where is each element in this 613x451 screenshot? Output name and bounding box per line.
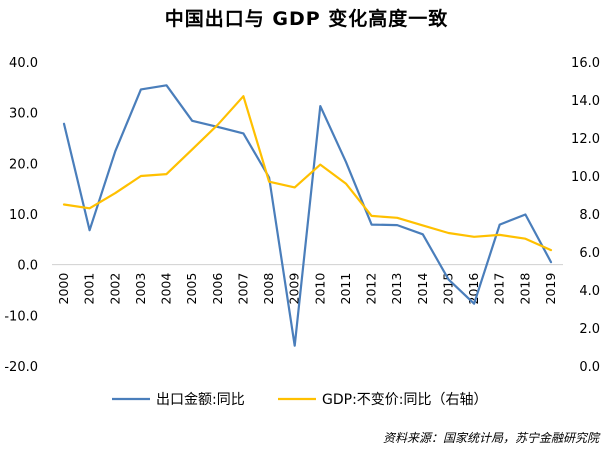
x-tick-label: 2002 [107,273,122,305]
right-tick-label: 6.0 [579,246,600,261]
x-tick-label: 2007 [235,273,250,305]
x-tick-label: 2013 [389,273,404,305]
legend-label-1: 出口金额:同比 [156,392,245,408]
left-tick-label: 10.0 [9,208,38,223]
source-note: 资料来源：国家统计局，苏宁金融研究院 [382,431,599,445]
series-line-1 [62,84,553,347]
x-tick-label: 2018 [517,273,532,305]
x-tick-label: 2012 [364,273,379,305]
left-tick-label: 0.0 [17,259,38,274]
legend: 出口金额:同比 GDP:不变价:同比（右轴） [112,392,488,408]
right-tick-label: 14.0 [571,94,600,109]
chart-title: 中国出口与 GDP 变化高度一致 [164,8,449,30]
x-tick-label: 2011 [338,273,353,305]
x-tick-label: 2010 [312,273,327,305]
right-tick-label: 4.0 [579,284,600,299]
right-tick-label: 12.0 [571,132,600,147]
x-tick-label: 2003 [133,273,148,305]
x-tick-label: 2004 [159,273,174,305]
right-tick-label: 10.0 [571,170,600,185]
x-tick-label: 2019 [543,273,558,305]
x-tick-label: 2014 [415,273,430,305]
x-tick-label: 2000 [56,273,71,305]
left-tick-label: 30.0 [9,107,38,122]
legend-label-2: GDP:不变价:同比（右轴） [322,392,488,408]
left-tick-label: 40.0 [9,56,38,71]
right-tick-label: 2.0 [579,322,600,337]
right-tick-label: 16.0 [571,56,600,71]
left-axis-ticks: 40.0 30.0 20.0 10.0 0.0 -10.0 -20.0 [4,56,38,375]
x-tick-label: 2001 [82,273,97,305]
x-tick-label: 2017 [492,273,507,305]
left-tick-label: 20.0 [9,157,38,172]
left-tick-label: -10.0 [4,309,38,324]
left-tick-label: -20.0 [4,360,38,375]
right-axis-ticks: 16.0 14.0 12.0 10.0 8.0 6.0 4.0 2.0 0.0 [571,56,600,375]
x-tick-label: 2006 [210,273,225,305]
x-tick-label: 2005 [184,273,199,305]
x-axis-ticks: 2000 2001 2002 2003 2004 2005 2006 2007 2008 2009… [56,273,558,305]
x-tick-label: 2015 [440,273,455,305]
x-tick-label: 2009 [287,273,302,305]
series-line-2 [62,95,553,252]
right-tick-label: 8.0 [579,208,600,223]
x-tick-label: 2008 [261,273,276,305]
right-tick-label: 0.0 [579,360,600,375]
series-lines [62,84,553,347]
